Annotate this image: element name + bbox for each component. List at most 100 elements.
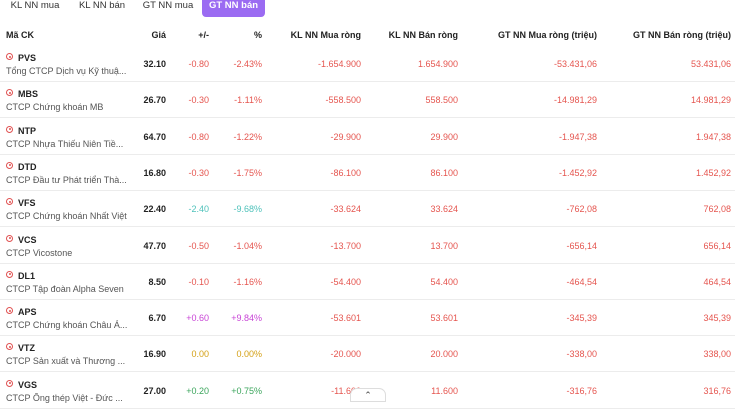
header-symbol[interactable]: Mã CK [6, 30, 35, 40]
tab-kl-nn-mua[interactable]: KL NN mua [10, 0, 60, 11]
cell-kl-buy: -33.624 [330, 204, 361, 215]
cell-kl-sell: 11.600 [431, 385, 458, 396]
company-name: CTCP Ống thép Việt - Đức ... [6, 392, 123, 403]
table-row[interactable]: VFS CTCP Chứng khoán Nhất Việt 22.40 -2.40 -… [0, 191, 735, 228]
header-change[interactable]: +/- [198, 30, 209, 40]
target-icon[interactable] [6, 379, 13, 387]
cell-kl-sell: 86.100 [430, 167, 458, 178]
cell-price: 6.70 [148, 313, 166, 324]
header-percent[interactable]: % [253, 30, 262, 40]
table-row[interactable]: APS CTCP Chứng khoán Châu Á... 6.70 +0.60 +9… [0, 300, 735, 337]
cell-percent: -9.68% [233, 204, 262, 215]
cell-kl-sell: 54.400 [430, 276, 458, 287]
table-row[interactable]: VTZ CTCP Sản xuất và Thương ... 16.90 0.00 0… [0, 336, 735, 373]
cell-price: 8.50 [148, 276, 166, 287]
stock-symbol[interactable]: VCS [18, 234, 37, 245]
stock-symbol[interactable]: DTD [18, 161, 37, 172]
cell-gt-buy: -656,14 [566, 240, 597, 251]
stock-symbol[interactable]: DL1 [18, 270, 36, 281]
cell-change: +0.20 [186, 385, 209, 396]
cell-change: -0.10 [188, 276, 209, 287]
target-icon[interactable] [6, 270, 13, 278]
header-kl-sell[interactable]: KL NN Bán ròng [388, 30, 458, 40]
target-icon[interactable] [6, 53, 13, 60]
cell-kl-sell: 13.700 [430, 240, 458, 251]
table-header: Mã CK Giá +/- % KL NN Mua ròng KL NN Bán… [0, 30, 735, 44]
cell-gt-sell: 762,08 [703, 204, 731, 215]
tab-bar: KL NN mua KL NN bán GT NN mua GT NN bán [0, 0, 735, 17]
cell-kl-buy: -54.400 [330, 276, 361, 287]
header-gt-sell[interactable]: GT NN Bán ròng (triệu) [633, 30, 731, 40]
cell-kl-sell: 20.000 [430, 349, 458, 360]
cell-kl-sell: 53.601 [430, 313, 458, 324]
cell-gt-buy: -316,76 [566, 385, 597, 396]
tab-gt-nn-ban[interactable]: GT NN bán [202, 0, 265, 17]
company-name: CTCP Nhựa Thiếu Niên Tiề... [6, 138, 124, 149]
company-name: CTCP Đầu tư Phát triển Thà... [6, 174, 127, 185]
cell-change: -0.80 [188, 131, 209, 142]
cell-kl-buy: -20.000 [330, 349, 361, 360]
cell-gt-buy: -345,39 [566, 313, 597, 324]
target-icon[interactable] [6, 89, 13, 97]
tab-kl-nn-ban[interactable]: KL NN bán [78, 0, 126, 11]
cell-kl-buy: -1.654.900 [317, 59, 361, 69]
cell-kl-buy: -86.100 [330, 167, 361, 178]
tab-gt-nn-mua[interactable]: GT NN mua [142, 0, 194, 11]
header-kl-buy[interactable]: KL NN Mua ròng [290, 30, 361, 40]
target-icon[interactable] [6, 343, 13, 351]
stock-symbol[interactable]: VGS [18, 379, 38, 390]
company-name: CTCP Chứng khoán Nhất Việt [6, 211, 127, 222]
cell-price: 47.70 [143, 240, 166, 251]
cell-kl-buy: -558.500 [325, 95, 361, 106]
cell-gt-buy: -14.981,29 [553, 95, 597, 106]
stock-symbol[interactable]: VFS [18, 198, 36, 209]
stock-symbol[interactable]: PVS [18, 53, 37, 63]
stock-symbol[interactable]: NTP [18, 125, 36, 136]
header-price[interactable]: Giá [151, 30, 166, 40]
stock-symbol[interactable]: VTZ [18, 343, 35, 354]
cell-gt-sell: 338,00 [703, 349, 731, 360]
cell-gt-sell: 345,39 [703, 313, 731, 324]
cell-gt-buy: -762,08 [566, 204, 597, 215]
company-name: CTCP Sản xuất và Thương ... [6, 356, 126, 367]
header-gt-buy[interactable]: GT NN Mua ròng (triệu) [498, 30, 597, 40]
table-row[interactable]: DL1 CTCP Tập đoàn Alpha Seven 8.50 -0.10 -1.… [0, 264, 735, 300]
target-icon[interactable] [6, 161, 13, 169]
target-icon[interactable] [6, 307, 13, 315]
company-name: CTCP Vicostone [6, 247, 73, 258]
table-row[interactable]: VCS CTCP Vicostone 47.70 -0.50 -1.04% -13.700… [0, 228, 735, 264]
cell-change: -0.30 [188, 95, 209, 106]
cell-change: -0.30 [188, 167, 209, 178]
cell-kl-buy: -29.900 [330, 131, 361, 142]
cell-gt-buy: -338,00 [566, 349, 597, 360]
cell-price: 64.70 [143, 131, 166, 142]
cell-percent: +0.75% [231, 385, 262, 396]
cell-gt-buy: -1.452,92 [558, 167, 597, 178]
cell-percent: -1.16% [233, 276, 262, 287]
table-row[interactable]: MBS CTCP Chứng khoán MB 26.70 -0.30 -1.11% -5… [0, 82, 735, 119]
cell-price: 16.80 [143, 167, 166, 178]
cell-percent: -1.75% [233, 167, 262, 178]
company-name: CTCP Chứng khoán MB [6, 102, 104, 113]
target-icon[interactable] [6, 198, 13, 206]
cell-price: 16.90 [143, 349, 166, 360]
cell-percent: 0.00% [236, 349, 262, 360]
cell-percent: +9.84% [231, 313, 262, 324]
cell-gt-sell: 53.431,06 [690, 59, 731, 69]
table-row[interactable]: PVS Tổng CTCP Dịch vụ Kỹ thuậ... 32.10 -0.8… [0, 46, 735, 82]
company-name: CTCP Chứng khoán Châu Á... [6, 320, 128, 331]
stock-symbol[interactable]: APS [18, 307, 37, 318]
cell-percent: -1.22% [233, 131, 262, 142]
target-icon[interactable] [6, 234, 13, 242]
table-row[interactable]: DTD CTCP Đầu tư Phát triển Thà... 16.80 -0.… [0, 155, 735, 191]
stock-symbol[interactable]: MBS [18, 89, 38, 100]
target-icon[interactable] [6, 125, 13, 133]
cell-gt-sell: 14.981,29 [690, 95, 731, 106]
cell-kl-buy: -53.601 [330, 313, 361, 324]
cell-gt-sell: 1.452,92 [695, 167, 731, 178]
cell-percent: -1.04% [233, 240, 262, 251]
table-row[interactable]: NTP CTCP Nhựa Thiếu Niên Tiề... 64.70 -0.80… [0, 119, 735, 155]
cell-kl-sell: 1.654.900 [417, 59, 458, 69]
cell-gt-buy: -53.431,06 [553, 59, 597, 69]
cell-gt-buy: -1.947,38 [558, 131, 597, 142]
